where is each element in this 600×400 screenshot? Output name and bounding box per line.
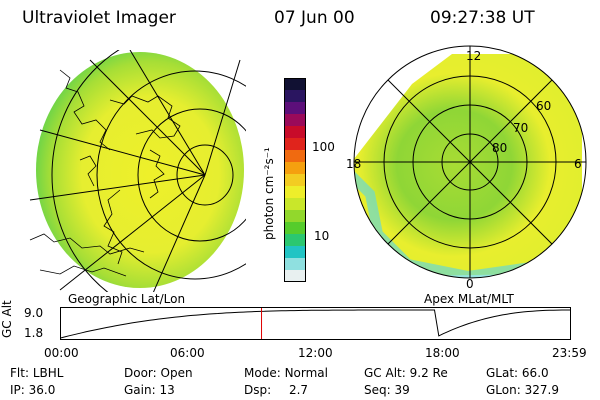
aurora-emission — [36, 52, 244, 288]
mlat-label-80: 80 — [492, 141, 507, 155]
colorbar-segment — [284, 102, 306, 115]
colorbar-segment — [284, 222, 306, 235]
colorbar-segment — [284, 270, 306, 282]
colorbar-segment — [284, 246, 306, 259]
info-seq: Seq: 39 — [364, 383, 410, 397]
alt-plot-frame — [60, 307, 571, 340]
mlt-label-12: 12 — [466, 49, 481, 63]
coastlines — [29, 69, 181, 277]
colorbar-segment — [284, 198, 306, 211]
altitude-curve — [60, 309, 571, 339]
alt-ylabel: GC Alt — [0, 300, 14, 338]
geographic-label: Geographic Lat/Lon — [68, 292, 186, 306]
colorbar-segment — [284, 210, 306, 223]
colorbar-segment — [284, 186, 306, 199]
mlt-label-6: 6 — [574, 157, 582, 171]
mlat-mlt-grid — [353, 45, 587, 279]
alt-xtick-4: 23:59 — [552, 346, 587, 360]
info-mode: Mode: Normal — [244, 366, 328, 380]
info-gc-alt: GC Alt: 9.2 Re — [364, 366, 448, 380]
alt-xtick-2: 12:00 — [298, 346, 333, 360]
colorbar-segment — [284, 138, 306, 151]
info-flt: Flt: LBHL — [10, 366, 64, 380]
info-gain: Gain: 13 — [124, 383, 175, 397]
alt-ytick-min: 1.8 — [24, 326, 44, 340]
geographic-image — [29, 50, 246, 292]
app-title: Ultraviolet Imager — [22, 8, 176, 28]
polar-emission — [354, 54, 582, 276]
apex-label: Apex MLat/MLT — [424, 292, 514, 306]
colorbar-unit-label: photon cm⁻²s⁻¹ — [262, 147, 276, 240]
info-dsp: Dsp: 2.7 — [244, 383, 309, 397]
alt-xtick-3: 18:00 — [425, 346, 460, 360]
mlat-label-60: 60 — [536, 99, 551, 113]
colorbar-segment — [284, 174, 306, 187]
apex-polar-image: 12 18 6 0 60 70 80 — [346, 45, 587, 291]
altitude-plot — [60, 307, 571, 340]
colorbar-tick-10: 10 — [314, 229, 330, 243]
alt-xtick-0: 00:00 — [44, 346, 79, 360]
info-door: Door: Open — [124, 366, 193, 380]
colorbar-segment — [284, 258, 306, 271]
info-ip: IP: 36.0 — [10, 383, 56, 397]
lat-lon-grid — [29, 50, 246, 292]
alt-xtick-1: 06:00 — [170, 346, 205, 360]
mlt-label-0: 0 — [466, 277, 474, 291]
colorbar — [284, 78, 306, 282]
colorbar-segment — [284, 234, 306, 247]
colorbar-tick-100: 100 — [312, 140, 335, 154]
colorbar-segment — [284, 90, 306, 103]
colorbar-segment — [284, 78, 306, 91]
colorbar-segment — [284, 150, 306, 163]
info-glon: GLon: 327.9 — [486, 383, 559, 397]
colorbar-frame — [284, 78, 306, 282]
header-time: 09:27:38 UT — [430, 8, 535, 28]
mlt-label-18: 18 — [346, 157, 361, 171]
colorbar-segment — [284, 162, 306, 175]
alt-ytick-max: 9.0 — [24, 306, 44, 320]
info-glat: GLat: 66.0 — [486, 366, 549, 380]
colorbar-segment — [284, 126, 306, 139]
mlat-label-70: 70 — [513, 121, 528, 135]
header-date: 07 Jun 00 — [274, 8, 355, 28]
colorbar-segment — [284, 114, 306, 127]
